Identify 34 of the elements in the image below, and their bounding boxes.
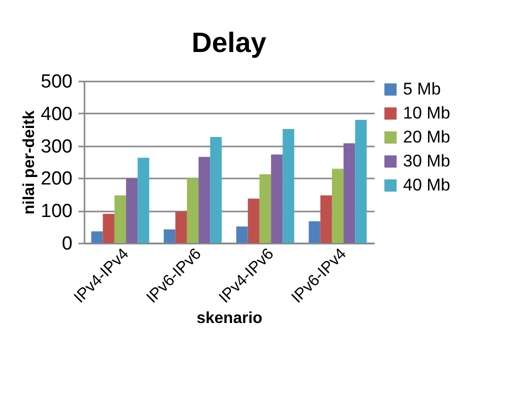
y-axis-title: nilai per-deitk bbox=[20, 110, 38, 215]
chart-title: Delay bbox=[192, 27, 267, 58]
legend-label: 20 Mb bbox=[403, 128, 450, 146]
y-tick-label: 300 bbox=[40, 136, 72, 158]
legend-label: 40 Mb bbox=[403, 176, 450, 194]
bar bbox=[282, 128, 294, 243]
bar bbox=[175, 212, 187, 243]
bar bbox=[259, 174, 272, 243]
y-tick-label: 200 bbox=[40, 168, 72, 190]
bar bbox=[344, 143, 356, 243]
bar bbox=[114, 195, 126, 243]
y-tick-label: 400 bbox=[40, 104, 72, 125]
bar bbox=[164, 229, 176, 243]
legend-label: 10 Mb bbox=[403, 104, 450, 122]
x-axis-title: skenario bbox=[196, 310, 263, 327]
bar bbox=[102, 214, 114, 243]
bar bbox=[198, 156, 210, 243]
bar bbox=[332, 168, 344, 243]
bar bbox=[126, 178, 138, 243]
legend-label: 30 Mb bbox=[403, 152, 450, 170]
bar bbox=[210, 137, 222, 243]
bar bbox=[355, 120, 367, 243]
bar bbox=[138, 158, 150, 243]
bar bbox=[91, 231, 103, 243]
bar bbox=[248, 198, 260, 243]
bar bbox=[271, 154, 283, 243]
bar bbox=[320, 195, 332, 243]
bar bbox=[308, 221, 320, 243]
bar bbox=[236, 226, 248, 243]
bar bbox=[186, 178, 199, 243]
y-tick-label: 100 bbox=[40, 201, 72, 222]
legend-label: 5 Mb bbox=[403, 80, 441, 98]
y-tick-label: 0 bbox=[62, 234, 72, 254]
y-tick-label: 500 bbox=[40, 72, 72, 92]
